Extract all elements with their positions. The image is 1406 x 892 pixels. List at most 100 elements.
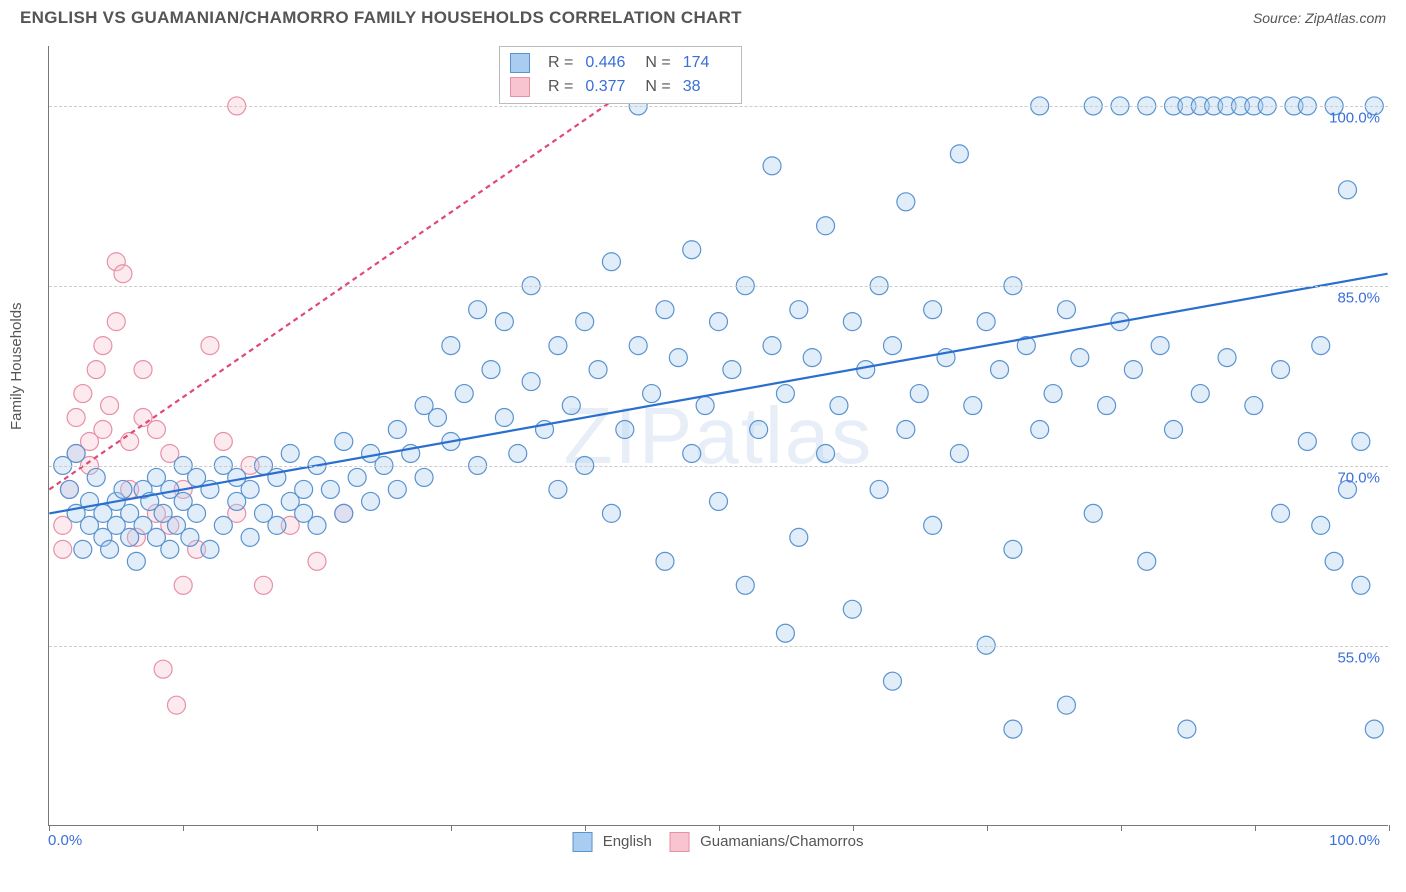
chart-source: Source: ZipAtlas.com [1253, 10, 1386, 26]
x-tick [183, 825, 184, 831]
scatter-point [683, 444, 701, 462]
scatter-point [168, 696, 186, 714]
x-tick [49, 825, 50, 831]
x-tick [987, 825, 988, 831]
scatter-point [469, 301, 487, 319]
scatter-point [348, 468, 366, 486]
scatter-point [656, 552, 674, 570]
scatter-point [1339, 181, 1357, 199]
scatter-point [1272, 504, 1290, 522]
scatter-point [950, 444, 968, 462]
chart-title: ENGLISH VS GUAMANIAN/CHAMORRO FAMILY HOU… [20, 8, 742, 28]
scatter-point [991, 361, 1009, 379]
scatter-point [134, 361, 152, 379]
scatter-point [94, 421, 112, 439]
gridline-horizontal [49, 106, 1388, 107]
scatter-point [870, 480, 888, 498]
scatter-point [74, 385, 92, 403]
trend-line [49, 274, 1387, 514]
scatter-point [1044, 385, 1062, 403]
legend-r-english: 0.446 [585, 54, 633, 72]
scatter-point [763, 157, 781, 175]
scatter-point [1272, 361, 1290, 379]
scatter-point [790, 528, 808, 546]
scatter-point [121, 433, 139, 451]
scatter-point [616, 421, 634, 439]
y-axis-label: Family Households [8, 302, 25, 430]
scatter-point [1365, 720, 1383, 738]
scatter-point [295, 480, 313, 498]
scatter-point [589, 361, 607, 379]
gridline-horizontal [49, 466, 1388, 467]
x-tick [853, 825, 854, 831]
scatter-point [1031, 421, 1049, 439]
scatter-point [214, 516, 232, 534]
scatter-point [254, 576, 272, 594]
scatter-point [1352, 576, 1370, 594]
scatter-point [710, 313, 728, 331]
scatter-point [388, 480, 406, 498]
legend-swatch-guamanian [670, 832, 690, 852]
scatter-point [241, 480, 259, 498]
scatter-point [897, 421, 915, 439]
scatter-point [1004, 720, 1022, 738]
scatter-point [281, 444, 299, 462]
scatter-point [776, 624, 794, 642]
scatter-point [442, 337, 460, 355]
scatter-point [87, 468, 105, 486]
y-tick-label: 100.0% [1329, 110, 1380, 127]
scatter-point [482, 361, 500, 379]
scatter-point [321, 480, 339, 498]
scatter-point [74, 540, 92, 558]
scatter-point [147, 421, 165, 439]
scatter-point [174, 576, 192, 594]
scatter-point [883, 337, 901, 355]
scatter-point [897, 193, 915, 211]
scatter-point [843, 313, 861, 331]
scatter-point [602, 253, 620, 271]
scatter-point [495, 409, 513, 427]
scatter-point [1004, 540, 1022, 558]
scatter-point [509, 444, 527, 462]
scatter-point [843, 600, 861, 618]
scatter-point [201, 540, 219, 558]
x-tick [451, 825, 452, 831]
scatter-plot-svg [49, 46, 1388, 825]
scatter-point [950, 145, 968, 163]
gridline-horizontal [49, 646, 1388, 647]
scatter-point [455, 385, 473, 403]
legend-r-label: R = [548, 78, 573, 96]
scatter-point [576, 313, 594, 331]
legend-swatch-english [573, 832, 593, 852]
plot-area: ZIPatlas R = 0.446 N = 174 R = 0.377 N =… [48, 46, 1388, 826]
x-axis-min-label: 0.0% [48, 832, 82, 849]
scatter-point [1084, 504, 1102, 522]
scatter-point [924, 516, 942, 534]
scatter-point [87, 361, 105, 379]
y-tick-label: 55.0% [1337, 650, 1380, 667]
legend-label-guamanian: Guamanians/Chamorros [700, 833, 863, 850]
scatter-point [388, 421, 406, 439]
scatter-point [602, 504, 620, 522]
legend-item-english: English [573, 832, 652, 852]
scatter-point [803, 349, 821, 367]
scatter-point [362, 492, 380, 510]
scatter-point [977, 313, 995, 331]
scatter-point [776, 385, 794, 403]
scatter-point [308, 552, 326, 570]
scatter-point [1312, 516, 1330, 534]
scatter-point [1057, 301, 1075, 319]
scatter-point [562, 397, 580, 415]
scatter-point [107, 313, 125, 331]
scatter-point [67, 444, 85, 462]
scatter-point [54, 540, 72, 558]
scatter-point [656, 301, 674, 319]
scatter-point [1245, 397, 1263, 415]
scatter-point [214, 433, 232, 451]
legend-n-english: 174 [683, 54, 731, 72]
scatter-point [335, 433, 353, 451]
scatter-point [549, 337, 567, 355]
x-tick [317, 825, 318, 831]
scatter-point [643, 385, 661, 403]
legend-n-guamanian: 38 [683, 78, 731, 96]
